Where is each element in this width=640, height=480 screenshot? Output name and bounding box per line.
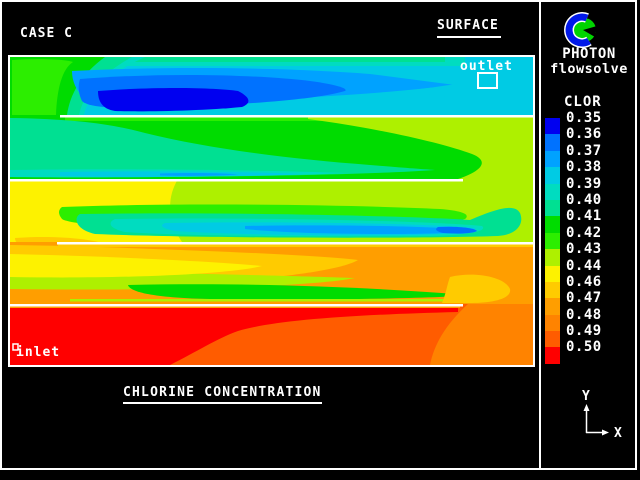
inlet-marker [12,343,19,351]
legend-swatch [545,167,560,184]
legend-row: 0.50 [545,339,635,364]
legend-value: 0.46 [566,273,602,290]
legend-swatch [545,249,560,266]
legend-row: 0.37 [545,142,635,168]
inlet-label: inlet [16,345,61,360]
baffle-4 [10,304,463,307]
photon-logo-icon [564,12,597,48]
legend-value: 0.48 [566,306,602,323]
legend-entries: 0.35 0.36 0.37 0.38 0.39 0.40 0.41 0.42 0.43 0.44… [545,110,635,364]
legend-value: 0.41 [566,208,602,225]
legend-swatch [545,347,560,364]
legend-row: 0.43 [545,241,635,266]
legend-value: 0.43 [566,241,602,258]
axis-orientation-icon: Y X [582,389,622,441]
legend-value: 0.49 [566,323,602,340]
legend-value: 0.37 [566,142,602,159]
legend-value: 0.39 [566,175,602,192]
outlet-marker [477,72,498,89]
legend-swatch [545,199,560,217]
legend-swatch [545,331,560,348]
brand-subtitle: flowsolve [550,61,628,77]
legend-title: CLOR [564,94,602,110]
legend-value: 0.42 [566,224,602,241]
legend-row: 0.46 [545,273,635,299]
legend-row: 0.49 [545,323,635,348]
legend-swatch [545,314,560,332]
legend-row: 0.39 [545,175,635,200]
brand-name: PHOTON [562,46,616,62]
screen-frame [0,0,637,470]
legend-value: 0.35 [566,110,602,126]
legend-row: 0.36 [545,126,635,151]
baffle-3 [57,242,533,245]
legend-row: 0.44 [545,257,635,282]
baffle-2 [10,179,463,182]
legend-value: 0.50 [566,339,602,356]
legend-value: 0.47 [566,290,602,307]
legend-swatch [545,118,560,135]
x-axis-label: X [614,426,622,441]
contour-plot [8,55,535,367]
legend-swatch [545,281,560,299]
legend-row: 0.48 [545,306,635,332]
legend-row: 0.35 [545,110,635,135]
legend-value: 0.40 [566,191,602,208]
case-title: CASE C [20,26,73,41]
plot-caption: CHLORINE CONCENTRATION [123,386,322,404]
legend-value: 0.38 [566,159,602,176]
legend-swatch [545,134,560,151]
contour-field [10,57,533,365]
legend-swatch [545,216,560,233]
y-axis-label: Y [582,389,590,404]
legend-swatch [545,183,560,200]
legend-value: 0.36 [566,126,602,143]
panel-divider [539,0,541,470]
side-panel: PHOTON flowsolve CLOR 0.35 0.36 0.37 0.38 0.… [541,0,637,470]
legend-row: 0.38 [545,159,635,184]
surface-title: SURFACE [437,19,501,38]
legend-swatch [545,265,560,282]
legend-swatch [545,150,560,168]
baffle-1 [60,115,533,118]
outlet-label: outlet [460,59,513,74]
legend-swatch [545,298,560,315]
legend-value: 0.44 [566,257,602,274]
legend-row: 0.47 [545,290,635,315]
legend-swatch [545,232,560,250]
legend-row: 0.42 [545,224,635,250]
legend-row: 0.41 [545,208,635,233]
legend-row: 0.40 [545,191,635,217]
